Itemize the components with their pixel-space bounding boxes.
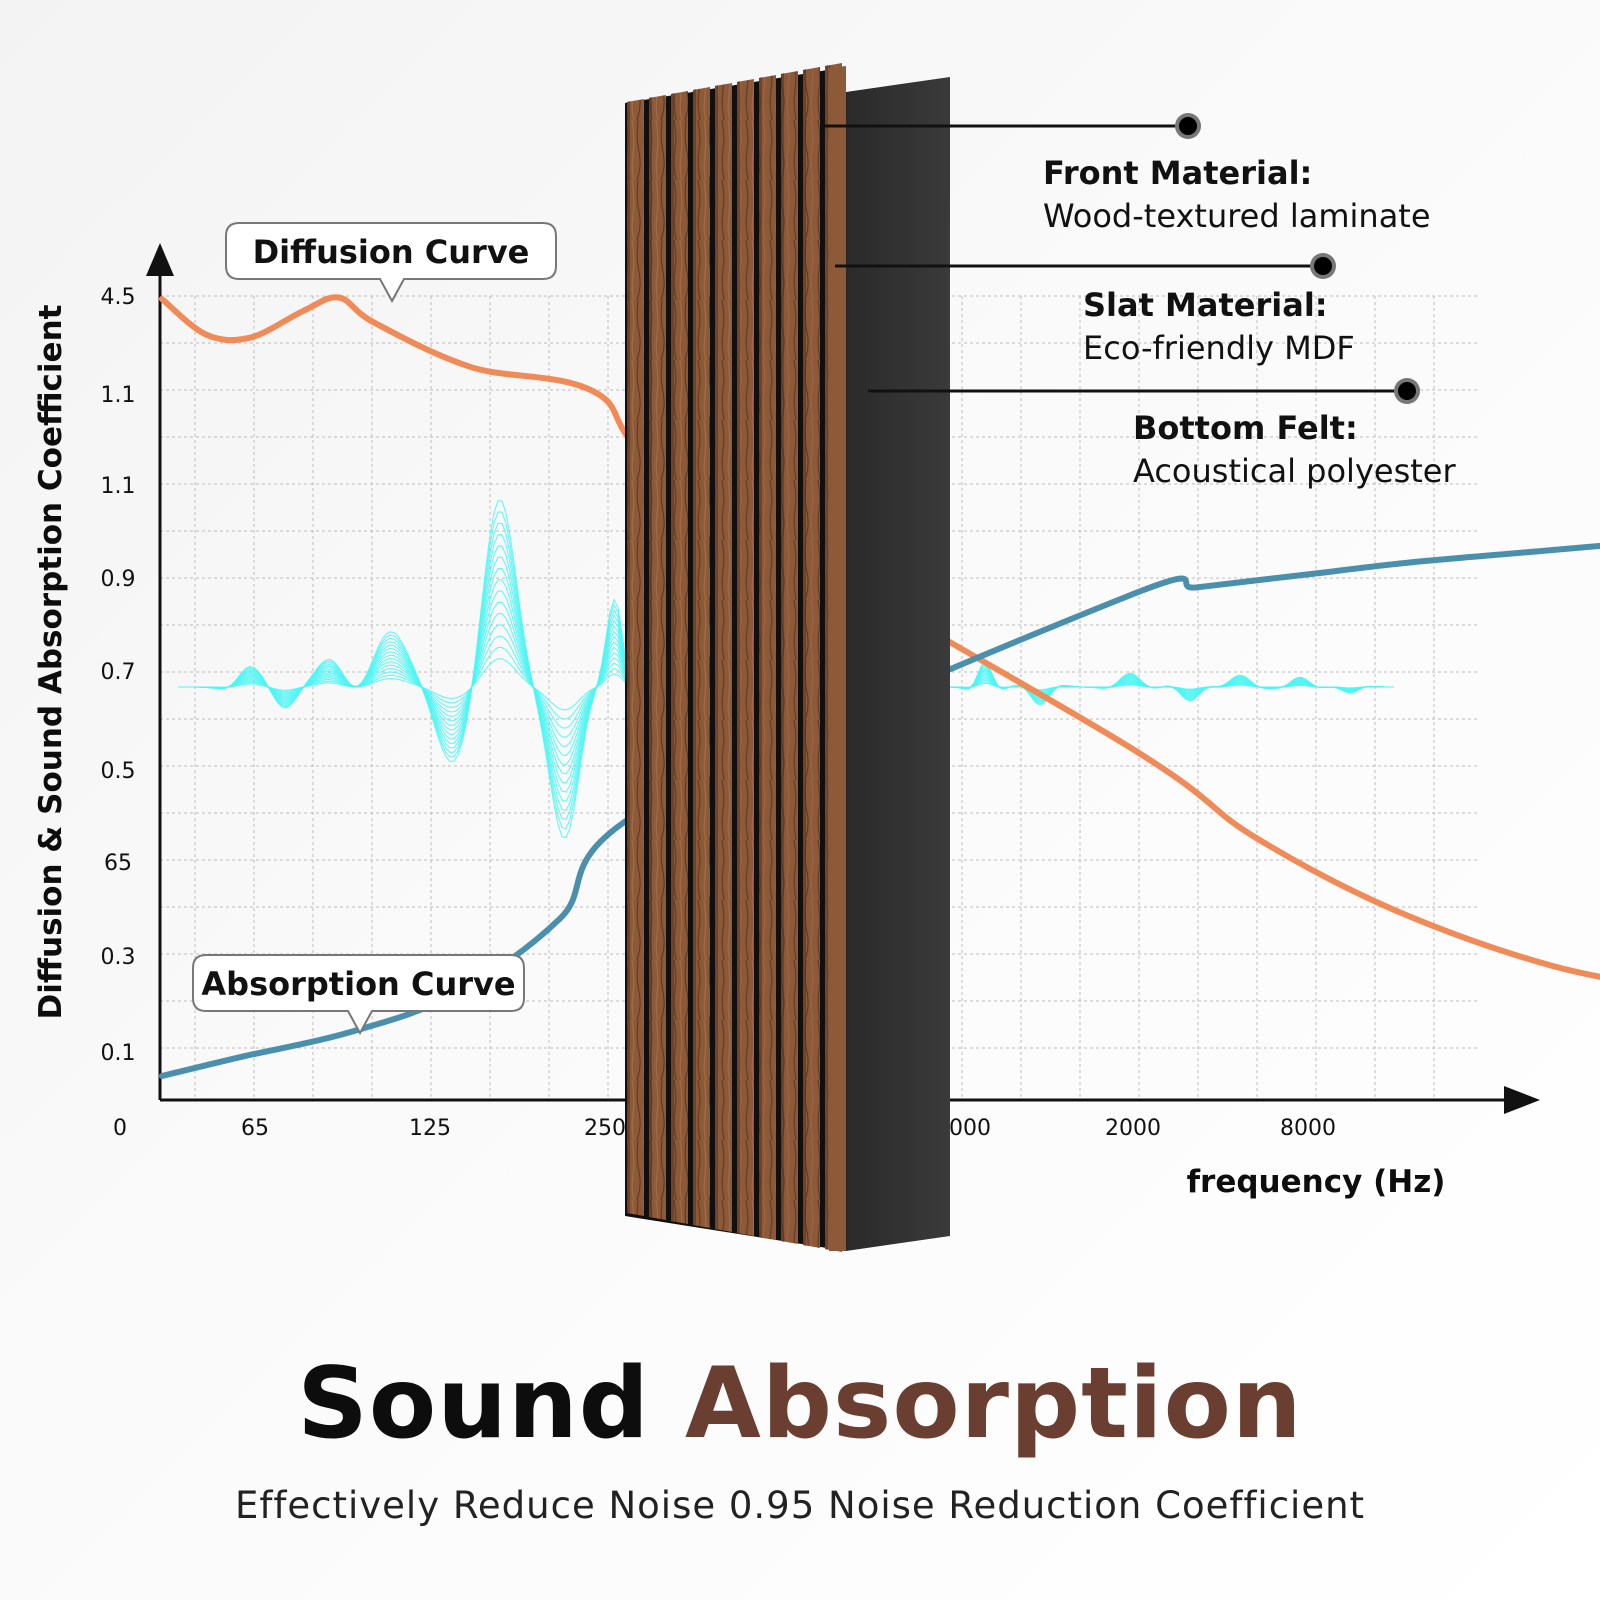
felt-backing [846,77,950,1251]
page-title: Sound Absorption [0,1355,1600,1453]
callout-title: Bottom Felt: [1133,409,1358,447]
wave-line [178,545,631,802]
slat-shadow [671,93,674,1222]
callout-title: Front Material: [1043,154,1312,192]
wave-line [949,669,1394,700]
slat-shadow [737,81,740,1234]
acoustic-panel-graphic [625,63,950,1252]
wood-slat [803,67,820,1248]
y-tick-label: 1.1 [101,383,136,408]
slat-edge [829,66,846,1251]
y-tick-label: 1.1 [101,474,136,499]
wave-line [178,567,631,784]
slat-shadow [781,73,784,1242]
y-tick-label: 0.7 [101,660,136,685]
wave-line [949,661,1394,705]
wood-slat [671,91,688,1224]
y-tick-label: 4.5 [101,285,136,310]
callout-text: Acoustical polyester [1133,452,1456,490]
slat-shadow [693,89,696,1226]
material-callouts: Front Material: Wood-textured laminate Sla… [825,113,1456,490]
absorption-curve-line [158,542,1600,1079]
wave-line [178,590,631,766]
callout-dot [1314,257,1332,275]
wave-line [949,666,1394,702]
wood-slat [693,87,710,1228]
wave-line [178,534,631,811]
wave-line [178,635,631,729]
callout-text: Wood-textured laminate [1043,197,1431,235]
x-tick-label: 0 [113,1116,127,1141]
title-word-absorption: Absorption [685,1347,1303,1461]
wave-line [178,522,631,821]
slat-shadow [649,97,652,1218]
wood-slat [627,99,644,1216]
y-axis-title: Diffusion & Sound Absorption Coefficient [33,304,69,1019]
wave-line [178,613,631,747]
y-tick-label: 65 [104,851,132,876]
y-axis-arrow [146,243,174,276]
wave-line [178,624,631,738]
callout-dot [1179,117,1197,135]
wave-line [949,667,1394,701]
diffusion-curve-bubble [225,222,557,304]
wave-line [178,500,631,839]
wave-line [178,579,631,775]
wave-line [178,658,631,711]
wood-slat [759,75,776,1240]
page-subtitle: Effectively Reduce Noise 0.95 Noise Redu… [234,1484,1366,1527]
slat-shadow [715,85,718,1230]
wood-slat [715,83,732,1232]
slat-shadow [803,69,806,1246]
wave-line [178,601,631,757]
callout-dot [1398,382,1416,400]
sound-wave-graphic [178,500,1394,839]
absorption-curve-bubble [192,954,525,1036]
curve-annotations: Diffusion Curve Absorption Curve [192,222,557,1036]
diffusion-curve-label: Diffusion Curve [253,233,530,271]
y-tick-label: 0.5 [101,759,136,784]
wave-line [178,511,631,830]
slat-shadow [627,101,630,1214]
y-tick-label: 0.3 [101,945,136,970]
x-tick-label: 8000 [1280,1116,1336,1141]
wave-line [178,646,631,720]
wood-slat [737,79,754,1236]
wave-line [178,556,631,793]
wood-slat [781,71,798,1244]
x-tick-label: 2000 [1105,1116,1161,1141]
wood-slat [649,95,666,1220]
callout-title: Slat Material: [1083,286,1328,324]
y-tick-label: 0.9 [101,567,136,592]
wave-line [949,672,1394,698]
absorption-curve-label: Absorption Curve [201,965,515,1003]
x-tick-label: 125 [409,1116,451,1141]
slat-shadow [759,77,762,1238]
callout-text: Eco-friendly MDF [1083,329,1355,367]
x-axis-title: frequency (Hz) [1187,1164,1446,1200]
x-axis-arrow [1504,1086,1540,1114]
y-tick-label: 0.1 [101,1041,136,1066]
slat-shadow [825,65,828,1250]
title-word-sound: Sound [297,1347,650,1461]
wave-line [949,670,1394,699]
x-tick-label: 250 [584,1116,626,1141]
x-tick-label: 65 [241,1116,269,1141]
